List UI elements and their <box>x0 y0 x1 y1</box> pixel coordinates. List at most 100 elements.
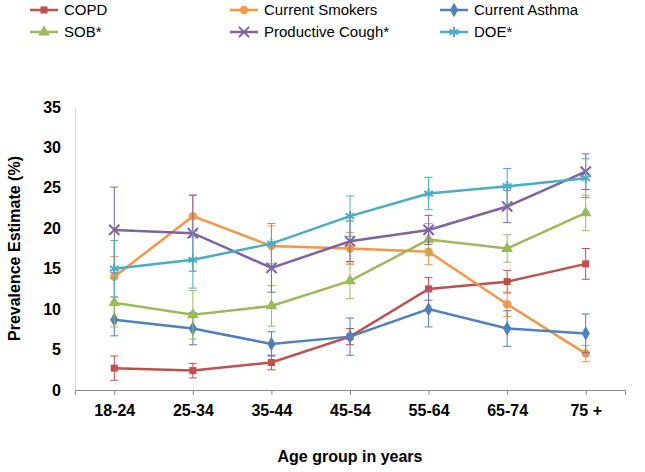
y-tick-label: 20 <box>43 220 61 237</box>
error-bar-cap <box>425 255 433 256</box>
error-bar-cap <box>346 318 354 319</box>
x-tick-mark <box>193 390 194 395</box>
error-bar-cap <box>110 297 118 298</box>
legend-marker <box>450 3 458 17</box>
y-tick: 30 <box>43 139 75 156</box>
x-tick-label: 55-64 <box>409 402 450 419</box>
error-bar-cap <box>503 262 511 263</box>
error-bar <box>189 363 197 378</box>
error-bar-cap <box>582 352 590 353</box>
y-tick: 20 <box>43 220 75 237</box>
marker <box>189 367 196 374</box>
series-group <box>108 154 591 380</box>
legend-item: Current Smokers <box>230 1 377 18</box>
error-bar-cap <box>189 344 197 345</box>
legend-label: SOB* <box>64 23 102 40</box>
error-bar-cap <box>582 313 590 314</box>
marker <box>267 239 276 249</box>
legend-item: SOB* <box>30 23 102 40</box>
error-bar-cap <box>110 326 118 327</box>
legend: COPD Current Smokers Current Asthma SOB* Pro… <box>30 1 579 40</box>
marker <box>108 296 120 306</box>
y-tick: 25 <box>43 179 75 196</box>
error-bar-cap <box>425 277 433 278</box>
legend-label: COPD <box>64 1 108 18</box>
error-bar-cap <box>425 264 433 265</box>
x-tick: 18-24 <box>94 390 135 419</box>
error-bar-cap <box>425 177 433 178</box>
legend-marker <box>38 25 50 35</box>
marker <box>504 278 511 285</box>
error-bar-cap <box>267 292 275 293</box>
series <box>108 195 591 339</box>
error-bar-cap <box>110 297 118 298</box>
chart: 0510152025303518-2425-3435-4445-5455-646… <box>0 0 645 472</box>
legend-label: Productive Cough* <box>264 23 389 40</box>
error-bar-cap <box>503 168 511 169</box>
series <box>110 291 590 356</box>
error-bar-cap <box>189 195 197 196</box>
plot: 0510152025303518-2425-3435-4445-5455-646… <box>43 99 625 420</box>
marker <box>582 326 590 340</box>
error-bar <box>503 311 511 347</box>
error-bar-cap <box>189 363 197 364</box>
legend-item: DOE* <box>440 23 513 40</box>
x-tick-mark <box>350 390 351 395</box>
error-bar-cap <box>189 288 197 289</box>
legend-marker <box>450 27 459 37</box>
marker <box>266 263 276 273</box>
error-bar-cap <box>582 197 590 198</box>
error-bar-cap <box>503 292 511 293</box>
legend-item: Current Asthma <box>440 1 579 18</box>
marker <box>581 173 590 183</box>
legend-label: Current Smokers <box>264 1 377 18</box>
x-tick-mark <box>271 390 272 395</box>
error-bar-cap <box>110 187 118 188</box>
series <box>110 159 590 297</box>
error-bar <box>425 291 433 327</box>
x-axis-line <box>76 391 626 396</box>
error-bar-cap <box>346 261 354 262</box>
error-bar-cap <box>425 326 433 327</box>
error-bar-cap <box>110 335 118 336</box>
x-tick-label: 25-34 <box>173 402 214 419</box>
marker <box>424 302 432 316</box>
x-tick-mark <box>429 390 430 395</box>
error-bar-cap <box>267 356 275 357</box>
legend-marker <box>40 6 47 13</box>
marker <box>580 206 592 216</box>
error-bar <box>346 329 354 345</box>
error-bar-cap <box>503 270 511 271</box>
error-bar-cap <box>503 222 511 223</box>
error-bar <box>582 249 590 280</box>
marker <box>424 189 433 199</box>
x-tick-label: 35-44 <box>251 402 292 419</box>
error-bar-cap <box>110 356 118 357</box>
y-tick-label: 15 <box>43 260 61 277</box>
error-bar-cap <box>425 244 433 245</box>
marker <box>187 308 199 318</box>
error-bar-cap <box>346 263 354 264</box>
legend-marker <box>239 27 249 37</box>
series-line <box>114 172 585 268</box>
x-tick: 75 + <box>570 390 602 419</box>
error-bar-cap <box>503 204 511 205</box>
error-bar-cap <box>189 195 197 196</box>
x-tick: 55-64 <box>409 390 450 419</box>
y-axis-title: Prevalence Estimate (%) <box>6 156 23 341</box>
x-axis: 18-2425-3435-4445-5455-6465-7475 + <box>76 390 626 419</box>
y-axis: 05101520253035 <box>43 99 75 399</box>
x-axis-title: Age group in years <box>278 448 423 465</box>
error-bar-cap <box>503 234 511 235</box>
error-bar <box>582 314 590 353</box>
error-bar-cap <box>425 291 433 292</box>
marker <box>501 242 513 252</box>
error-bar-cap <box>503 310 511 311</box>
error-bar <box>503 270 511 293</box>
x-tick-mark <box>586 390 587 395</box>
series <box>110 195 590 362</box>
error-bar <box>346 318 354 355</box>
y-tick: 15 <box>43 260 75 277</box>
marker <box>503 181 512 191</box>
error-bar-cap <box>267 263 275 264</box>
